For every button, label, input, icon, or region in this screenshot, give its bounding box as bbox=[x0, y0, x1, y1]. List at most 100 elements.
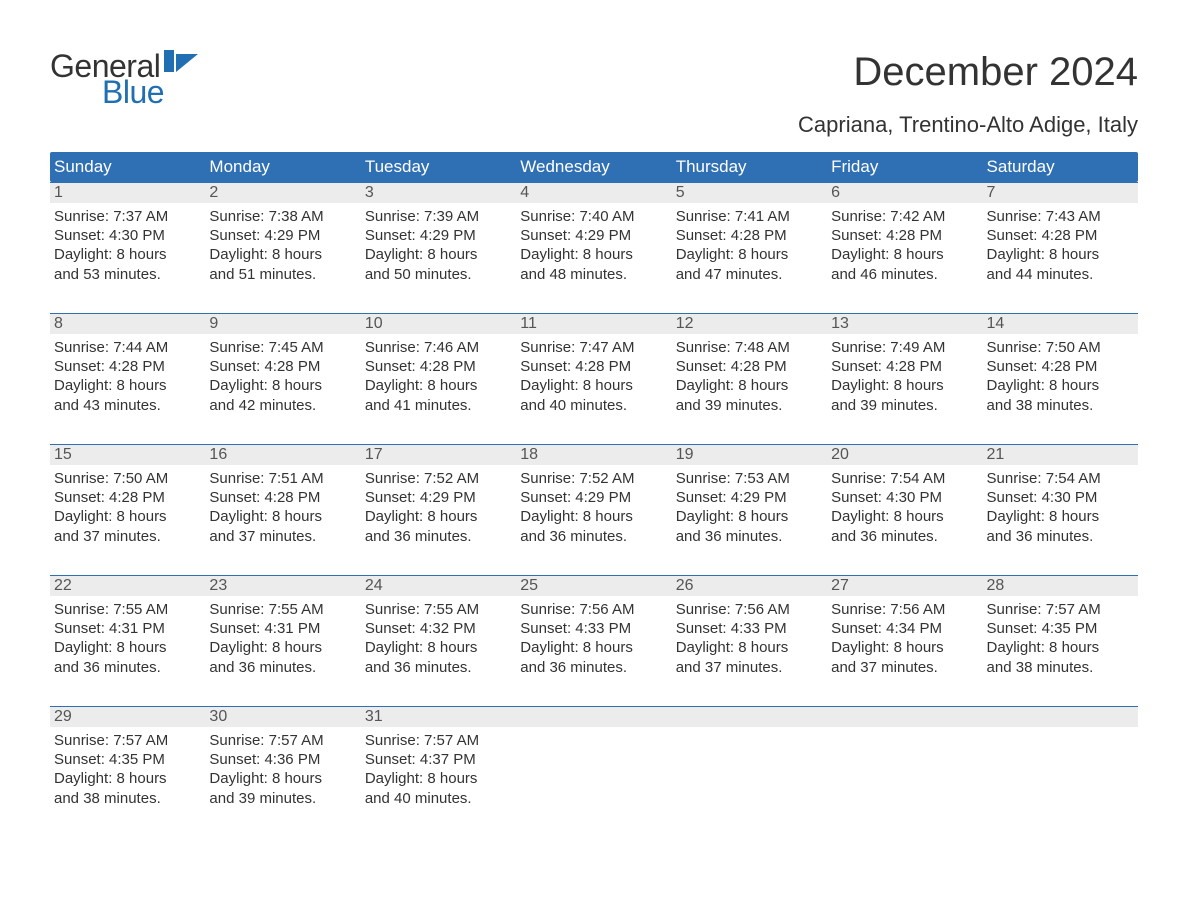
day-details bbox=[672, 727, 827, 737]
day-number: 6 bbox=[827, 183, 982, 203]
weekday-label: Friday bbox=[827, 152, 982, 182]
sunset-text: Sunset: 4:29 PM bbox=[365, 488, 512, 507]
day-number: 1 bbox=[50, 183, 205, 203]
daylight-text-2: and 48 minutes. bbox=[520, 265, 667, 284]
day-details: Sunrise: 7:41 AMSunset: 4:28 PMDaylight:… bbox=[672, 203, 827, 290]
day-number: 29 bbox=[50, 707, 205, 727]
logo-word2: Blue bbox=[102, 76, 198, 108]
day-details: Sunrise: 7:55 AMSunset: 4:32 PMDaylight:… bbox=[361, 596, 516, 683]
calendar-day: 23Sunrise: 7:55 AMSunset: 4:31 PMDayligh… bbox=[205, 576, 360, 694]
sunrise-text: Sunrise: 7:47 AM bbox=[520, 338, 667, 357]
day-number bbox=[672, 707, 827, 727]
day-number bbox=[827, 707, 982, 727]
calendar-day: 27Sunrise: 7:56 AMSunset: 4:34 PMDayligh… bbox=[827, 576, 982, 694]
daylight-text-2: and 43 minutes. bbox=[54, 396, 201, 415]
calendar-day: 29Sunrise: 7:57 AMSunset: 4:35 PMDayligh… bbox=[50, 707, 205, 825]
daylight-text-1: Daylight: 8 hours bbox=[209, 245, 356, 264]
calendar-day: 8Sunrise: 7:44 AMSunset: 4:28 PMDaylight… bbox=[50, 314, 205, 432]
day-number: 26 bbox=[672, 576, 827, 596]
daylight-text-1: Daylight: 8 hours bbox=[365, 769, 512, 788]
day-details: Sunrise: 7:40 AMSunset: 4:29 PMDaylight:… bbox=[516, 203, 671, 290]
sunset-text: Sunset: 4:28 PM bbox=[831, 357, 978, 376]
daylight-text-2: and 38 minutes. bbox=[987, 658, 1134, 677]
calendar-day: 15Sunrise: 7:50 AMSunset: 4:28 PMDayligh… bbox=[50, 445, 205, 563]
calendar-week: 1 Sunrise: 7:37 AMSunset: 4:30 PM Daylight… bbox=[50, 182, 1138, 301]
sunset-text: Sunset: 4:28 PM bbox=[365, 357, 512, 376]
sunrise-text: Sunrise: 7:52 AM bbox=[520, 469, 667, 488]
sunrise-text: Sunrise: 7:37 AM bbox=[54, 207, 201, 226]
day-details: Sunrise: 7:56 AMSunset: 4:34 PMDaylight:… bbox=[827, 596, 982, 683]
day-details: Sunrise: 7:50 AMSunset: 4:28 PMDaylight:… bbox=[983, 334, 1138, 421]
sunset-text: Sunset: 4:35 PM bbox=[987, 619, 1134, 638]
header: General Blue December 2024 Capriana, Tre… bbox=[50, 50, 1138, 138]
day-number bbox=[983, 707, 1138, 727]
sunrise-text: Sunrise: 7:50 AM bbox=[987, 338, 1134, 357]
day-number: 15 bbox=[50, 445, 205, 465]
sunset-text: Sunset: 4:28 PM bbox=[209, 488, 356, 507]
day-number: 23 bbox=[205, 576, 360, 596]
day-number: 8 bbox=[50, 314, 205, 334]
daylight-text-2: and 46 minutes. bbox=[831, 265, 978, 284]
calendar-day: 28Sunrise: 7:57 AMSunset: 4:35 PMDayligh… bbox=[983, 576, 1138, 694]
daylight-text-1: Daylight: 8 hours bbox=[365, 638, 512, 657]
sunset-text: Sunset: 4:31 PM bbox=[54, 619, 201, 638]
day-number: 16 bbox=[205, 445, 360, 465]
daylight-text-1: Daylight: 8 hours bbox=[520, 245, 667, 264]
weekday-label: Monday bbox=[205, 152, 360, 182]
sunrise-text: Sunrise: 7:39 AM bbox=[365, 207, 512, 226]
daylight-text-1: Daylight: 8 hours bbox=[209, 376, 356, 395]
sunrise-text: Sunrise: 7:53 AM bbox=[676, 469, 823, 488]
daylight-text-1: Daylight: 8 hours bbox=[831, 638, 978, 657]
calendar-day bbox=[516, 707, 671, 825]
sunrise-text: Sunrise: 7:57 AM bbox=[209, 731, 356, 750]
daylight-text-1: Daylight: 8 hours bbox=[987, 376, 1134, 395]
daylight-text-2: and 38 minutes. bbox=[987, 396, 1134, 415]
calendar-day: 4Sunrise: 7:40 AMSunset: 4:29 PMDaylight… bbox=[516, 183, 671, 301]
calendar-week: 8Sunrise: 7:44 AMSunset: 4:28 PMDaylight… bbox=[50, 313, 1138, 432]
sunrise-text: Sunrise: 7:57 AM bbox=[54, 731, 201, 750]
sunset-text: Sunset: 4:30 PM bbox=[831, 488, 978, 507]
day-number: 10 bbox=[361, 314, 516, 334]
sunset-text: Sunset: 4:31 PM bbox=[209, 619, 356, 638]
calendar-week: 15Sunrise: 7:50 AMSunset: 4:28 PMDayligh… bbox=[50, 444, 1138, 563]
day-details: Sunrise: 7:38 AMSunset: 4:29 PMDaylight:… bbox=[205, 203, 360, 290]
weekday-label: Tuesday bbox=[361, 152, 516, 182]
day-details: Sunrise: 7:47 AMSunset: 4:28 PMDaylight:… bbox=[516, 334, 671, 421]
daylight-text-2: and 37 minutes. bbox=[209, 527, 356, 546]
sunset-text: Sunset: 4:28 PM bbox=[676, 226, 823, 245]
daylight-text-1: Daylight: 8 hours bbox=[831, 507, 978, 526]
daylight-text-2: and 39 minutes. bbox=[831, 396, 978, 415]
day-details: Sunrise: 7:56 AMSunset: 4:33 PMDaylight:… bbox=[516, 596, 671, 683]
sunrise-text: Sunrise: 7:55 AM bbox=[365, 600, 512, 619]
day-number: 21 bbox=[983, 445, 1138, 465]
sunset-text: Sunset: 4:37 PM bbox=[365, 750, 512, 769]
day-details: Sunrise: 7:57 AMSunset: 4:35 PMDaylight:… bbox=[50, 727, 205, 814]
sunset-text: Sunset: 4:28 PM bbox=[987, 357, 1134, 376]
calendar-day: 1Sunrise: 7:37 AMSunset: 4:30 PMDaylight… bbox=[50, 183, 205, 301]
daylight-text-2: and 36 minutes. bbox=[54, 658, 201, 677]
day-details: Sunrise: 7:45 AMSunset: 4:28 PMDaylight:… bbox=[205, 334, 360, 421]
daylight-text-1: Daylight: 8 hours bbox=[520, 507, 667, 526]
sunrise-text: Sunrise: 7:55 AM bbox=[209, 600, 356, 619]
day-details bbox=[983, 727, 1138, 737]
sunrise-text: Sunrise: 7:44 AM bbox=[54, 338, 201, 357]
day-details: Sunrise: 7:57 AMSunset: 4:35 PMDaylight:… bbox=[983, 596, 1138, 683]
weekday-header: Sunday Monday Tuesday Wednesday Thursday… bbox=[50, 152, 1138, 182]
sunset-text: Sunset: 4:35 PM bbox=[54, 750, 201, 769]
calendar-day: 10Sunrise: 7:46 AMSunset: 4:28 PMDayligh… bbox=[361, 314, 516, 432]
daylight-text-1: Daylight: 8 hours bbox=[520, 638, 667, 657]
sunrise-text: Sunrise: 7:40 AM bbox=[520, 207, 667, 226]
calendar-day: 3Sunrise: 7:39 AMSunset: 4:29 PMDaylight… bbox=[361, 183, 516, 301]
day-number: 20 bbox=[827, 445, 982, 465]
sunset-text: Sunset: 4:30 PM bbox=[54, 226, 201, 245]
daylight-text-1: Daylight: 8 hours bbox=[987, 507, 1134, 526]
sunset-text: Sunset: 4:28 PM bbox=[987, 226, 1134, 245]
calendar-day: 24Sunrise: 7:55 AMSunset: 4:32 PMDayligh… bbox=[361, 576, 516, 694]
day-number: 9 bbox=[205, 314, 360, 334]
daylight-text-1: Daylight: 8 hours bbox=[54, 638, 201, 657]
sunset-text: Sunset: 4:33 PM bbox=[676, 619, 823, 638]
daylight-text-1: Daylight: 8 hours bbox=[987, 245, 1134, 264]
day-number: 19 bbox=[672, 445, 827, 465]
day-details: Sunrise: 7:56 AMSunset: 4:33 PMDaylight:… bbox=[672, 596, 827, 683]
day-number: 11 bbox=[516, 314, 671, 334]
